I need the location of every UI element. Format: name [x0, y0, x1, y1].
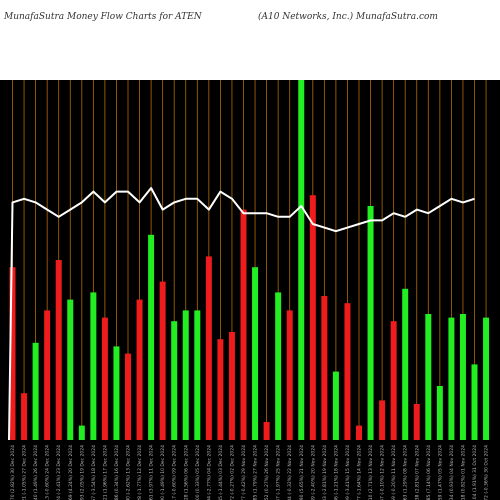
chart-title: MunafaSutra Money Flow Charts for ATEN [4, 12, 202, 22]
money-flow-bar [459, 314, 466, 440]
x-tick-label: 18.28 (1.56%) 06 Dec 2024 [183, 445, 189, 500]
money-flow-bar [483, 317, 490, 440]
x-tick-label: 18.21 (1.96%) 17 Dec 2024 [102, 445, 108, 500]
money-flow-bar [379, 400, 386, 440]
money-flow-bar [217, 339, 224, 440]
money-flow-bar [425, 314, 432, 440]
money-flow-bar [390, 321, 397, 440]
x-tick-label: 18.69 (4.24%) 20 Dec 2024 [68, 445, 74, 500]
money-flow-bar [471, 364, 478, 440]
money-flow-bar [9, 267, 16, 440]
money-flow-bar [101, 317, 108, 440]
money-flow-bar [171, 321, 178, 440]
money-flow-bar [252, 267, 259, 440]
x-tick-label: 18.28 (-1.77%) 12 Dec 2024 [137, 445, 143, 500]
x-tick-label: 17.57 (-3.54%) 18 Dec 2024 [91, 445, 97, 500]
chart-header: MunafaSutra Money Flow Charts for ATEN (… [0, 0, 500, 80]
x-tick-label: 17.80 (-2.62%) 13 Dec 2024 [126, 445, 132, 500]
x-tick-label: 17.90 (-1.49%) 10 Dec 2024 [160, 445, 166, 500]
x-tick-label: 18.24 (-2.41%) 23 Dec 2024 [56, 445, 62, 500]
x-tick-label: 18.86 (-1.21%) 18 Nov 2024 [333, 445, 339, 500]
money-flow-bar [67, 299, 74, 440]
x-tick-label: 18.70 (2.82%) 30 Dec 2024 [10, 445, 16, 500]
money-flow-bar [344, 303, 351, 440]
money-flow-bar [298, 80, 305, 440]
money-flow-bar [356, 425, 362, 440]
money-flow-bar [402, 288, 409, 440]
x-tick-label: 18.61 (3.97%) 11 Dec 2024 [149, 445, 155, 500]
money-flow-bar [367, 206, 374, 440]
x-tick-label: 18.45 (-1.44%) 03 Dec 2024 [218, 445, 224, 500]
x-tick-label: 19.57 (-0.10%) 12 Nov 2024 [380, 445, 386, 500]
x-tick-label: 18.85 (7.14%) 06 Nov 2024 [426, 445, 432, 500]
money-flow-bar [125, 353, 131, 440]
money-flow-bar [55, 260, 62, 440]
x-tick-label: 18.40 (1.49%) 26 Dec 2024 [33, 445, 39, 500]
x-tick-label: 16.72 (-0.36%) 30 Oct 2024 [484, 445, 490, 500]
money-flow-bar [21, 393, 28, 440]
x-tick-label: 17.94 (-2.77%) 04 Dec 2024 [206, 445, 212, 500]
x-tick-label: 18.33 (-2.81%) 19 Nov 2024 [322, 445, 328, 500]
x-tick-label: 18.84 (-0.32%) 22 Nov 2024 [287, 445, 293, 500]
x-tick-label: 17.18 (0.82%) 01 Nov 2024 [460, 445, 466, 500]
x-tick-label: 18.13 (-0.60%) 24 Dec 2024 [45, 445, 51, 500]
x-tick-label: 19.38 (2.81%) 07 Nov 2024 [414, 445, 420, 500]
x-tick-label: 17.59 (1.47%) 05 Nov 2024 [437, 445, 443, 500]
money-flow-bar [332, 371, 339, 440]
money-flow-bar [309, 195, 316, 440]
x-tick-label: 17.04 (1.91%) 31 Oct 2024 [472, 445, 478, 500]
plot-area: 18.70 (2.82%) 30 Dec 2024 18.21 (-1.05%) … [0, 80, 500, 500]
money-flow-bar [240, 209, 247, 440]
price-line [8, 187, 475, 441]
x-tick-label: 19.09 (-3.41%) 15 Nov 2024 [345, 445, 351, 500]
x-tick-label: 18.17 (-0.60%) 09 Dec 2024 [172, 445, 178, 500]
x-tick-label: 17.86 (0.34%) 16 Dec 2024 [114, 445, 120, 500]
money-flow-bar [275, 292, 282, 440]
x-tick-label: 18.00 (0.33%) 05 Dec 2024 [195, 445, 201, 500]
x-tick-label: 19.77 (-1.64%) 14 Nov 2024 [357, 445, 363, 500]
x-tick-label: 20.10 (2.71%) 13 Nov 2024 [368, 445, 374, 500]
money-flow-bar [90, 292, 97, 440]
x-tick-label: 18.21 (-1.05%) 27 Dec 2024 [22, 445, 28, 500]
money-flow-bar [228, 332, 235, 440]
money-flow-bar [148, 234, 155, 440]
chart-subtitle: (A10 Networks, Inc.) MunafaSutra.com [258, 12, 438, 22]
money-flow-bar [321, 296, 328, 440]
x-tick-label: 17.34 (0.93%) 04 Nov 2024 [449, 445, 455, 500]
money-flow-bar [113, 346, 120, 440]
money-flow-bar [136, 299, 143, 440]
money-flow-bar [194, 310, 201, 440]
money-flow-chart: 18.70 (2.82%) 30 Dec 2024 18.21 (-1.05%) … [8, 80, 490, 500]
x-tick-label: 18.90 (5.65%) 21 Nov 2024 [299, 445, 305, 500]
x-tick-label: 18.47 (-1.97%) 25 Nov 2024 [276, 445, 282, 500]
money-flow-bar [159, 281, 166, 440]
money-flow-bar [32, 342, 39, 440]
x-tick-label: 18.85 (1.79%) 27 Nov 2024 [253, 445, 259, 500]
x-tick-label: 19.63 (1.29%) 08 Nov 2024 [403, 445, 409, 500]
money-flow-bar [413, 404, 420, 440]
money-flow-bar [182, 310, 189, 440]
money-flow-bar [205, 256, 212, 440]
x-tick-label: 18.52 (0.27%) 26 Nov 2024 [264, 445, 270, 500]
money-flow-bar [436, 386, 443, 440]
x-tick-label: 18.72 (-0.27%) 02 Dec 2024 [229, 445, 235, 500]
x-tick-label: 18.77 (-0.42%) 29 Nov 2024 [241, 445, 247, 500]
money-flow-bar [263, 422, 270, 440]
x-tick-label: 19.59 (-0.20%) 11 Nov 2024 [391, 445, 397, 500]
money-flow-bar [286, 310, 293, 440]
money-flow-bar [44, 310, 51, 440]
money-flow-bar [448, 317, 455, 440]
x-tick-label: 17.93 (2.05%) 19 Dec 2024 [79, 445, 85, 500]
x-tick-label: 17.89 (-2.40%) 20 Nov 2024 [310, 445, 316, 500]
money-flow-bar [78, 425, 85, 440]
